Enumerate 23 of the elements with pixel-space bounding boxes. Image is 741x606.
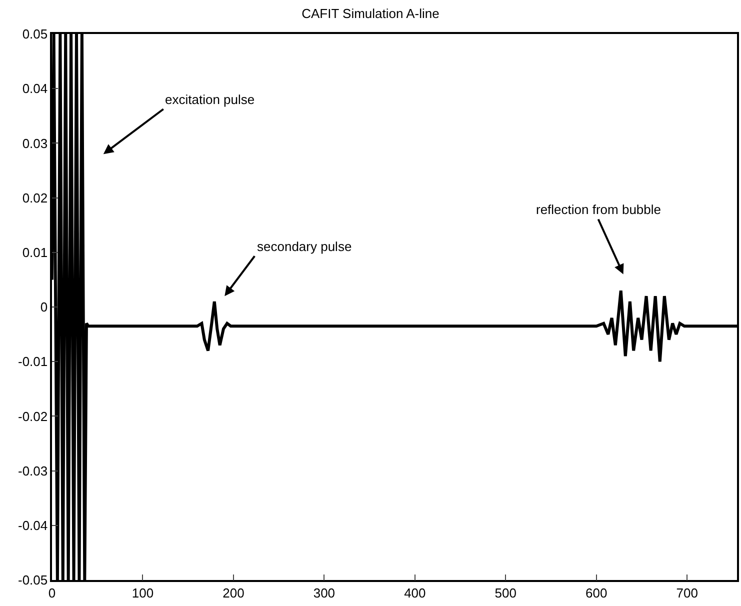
y-tick-label: -0.01 <box>18 354 48 370</box>
y-tick-label: -0.02 <box>18 408 48 424</box>
y-tick-label: 0.03 <box>22 136 48 151</box>
y-tick-label: 0 <box>40 300 48 315</box>
annotation: excitation pulse <box>165 92 255 107</box>
chart-title: CAFIT Simulation A-line <box>302 6 440 22</box>
y-tick-label: 0.01 <box>22 244 48 260</box>
y-tick-label: -0.04 <box>18 518 48 533</box>
x-tick-label: 600 <box>586 585 608 600</box>
line-series <box>52 34 737 580</box>
x-tick-label: 300 <box>313 585 336 600</box>
y-tick-label: -0.03 <box>18 463 48 478</box>
x-tick-label: 500 <box>494 585 516 600</box>
x-tick-label: 200 <box>222 585 244 600</box>
y-tick-label: 0.05 <box>22 26 48 42</box>
x-tick-label: 100 <box>132 585 154 600</box>
annotation: reflection from bubble <box>536 202 662 217</box>
x-tick-label: 700 <box>676 585 698 600</box>
annotation: secondary pulse <box>257 239 352 254</box>
y-tick-label: 0.02 <box>22 190 48 206</box>
y-tick-label: -0.05 <box>18 572 48 588</box>
x-tick-label: 400 <box>404 585 426 600</box>
y-tick-label: 0.04 <box>22 81 48 96</box>
